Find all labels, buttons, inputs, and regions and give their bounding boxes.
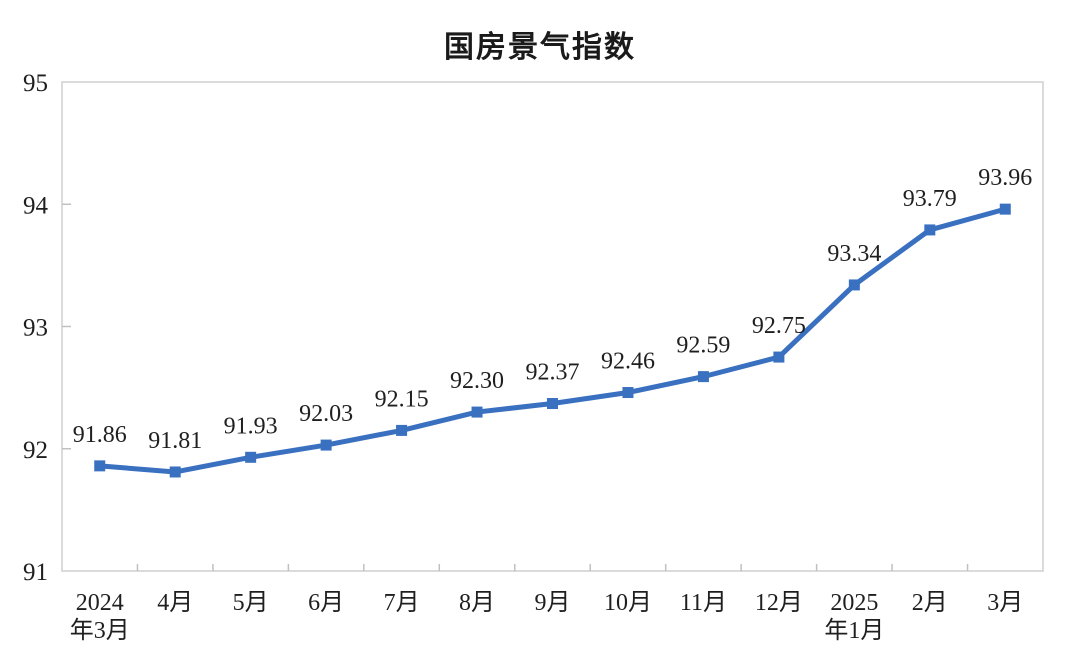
data-point-label: 93.79 [903, 186, 957, 212]
data-point-marker [848, 279, 860, 291]
y-tick-label: 92 [23, 437, 48, 464]
data-point-label: 92.46 [601, 349, 655, 375]
x-tick-label: 12月 [755, 590, 803, 616]
y-tick-label: 91 [23, 559, 48, 586]
x-tick-label: 年3月 [70, 617, 130, 644]
y-tick-label: 93 [23, 315, 48, 342]
data-point-marker [94, 460, 106, 472]
x-tick-label: 5月 [233, 590, 269, 616]
x-tick-label: 3月 [987, 590, 1023, 616]
data-point-marker [622, 387, 634, 399]
data-point-marker [924, 224, 936, 236]
x-tick-label: 4月 [157, 590, 193, 616]
data-point-marker [547, 398, 558, 410]
data-point-label: 93.34 [827, 241, 881, 267]
data-point-label: 91.93 [224, 413, 278, 439]
x-tick-label: 2月 [912, 590, 948, 616]
data-point-label: 92.59 [676, 333, 730, 359]
data-point-label: 92.75 [752, 313, 806, 339]
y-tick-label: 94 [23, 192, 49, 219]
data-point-marker [773, 351, 785, 363]
data-point-label: 91.81 [148, 428, 202, 454]
x-tick-label: 2025 [830, 590, 878, 616]
data-point-marker [320, 439, 332, 451]
x-tick-label: 7月 [384, 590, 420, 616]
data-point-label: 92.30 [450, 368, 504, 394]
plot-frame [61, 81, 1044, 572]
data-point-marker [471, 406, 483, 418]
x-tick-label: 11月 [680, 590, 727, 616]
data-point-label: 91.86 [73, 422, 127, 448]
data-point-marker [396, 424, 408, 436]
x-tick-label: 2024 [76, 590, 124, 616]
x-tick-label: 年1月 [824, 617, 884, 644]
y-tick-label: 95 [23, 70, 48, 97]
data-point-label: 92.15 [375, 386, 429, 412]
x-tick-label: 10月 [604, 590, 652, 616]
data-point-label: 92.03 [299, 401, 353, 427]
x-tick-label: 6月 [308, 590, 344, 616]
data-point-marker [169, 466, 181, 478]
x-tick-label: 8月 [459, 590, 495, 616]
chart-title: 国房景气指数 [444, 31, 636, 64]
data-point-marker [697, 371, 709, 383]
data-point-marker [999, 203, 1011, 215]
data-point-label: 93.96 [978, 165, 1032, 191]
data-point-marker [245, 451, 257, 463]
data-point-label: 92.37 [526, 360, 580, 386]
x-tick-label: 9月 [535, 590, 571, 616]
